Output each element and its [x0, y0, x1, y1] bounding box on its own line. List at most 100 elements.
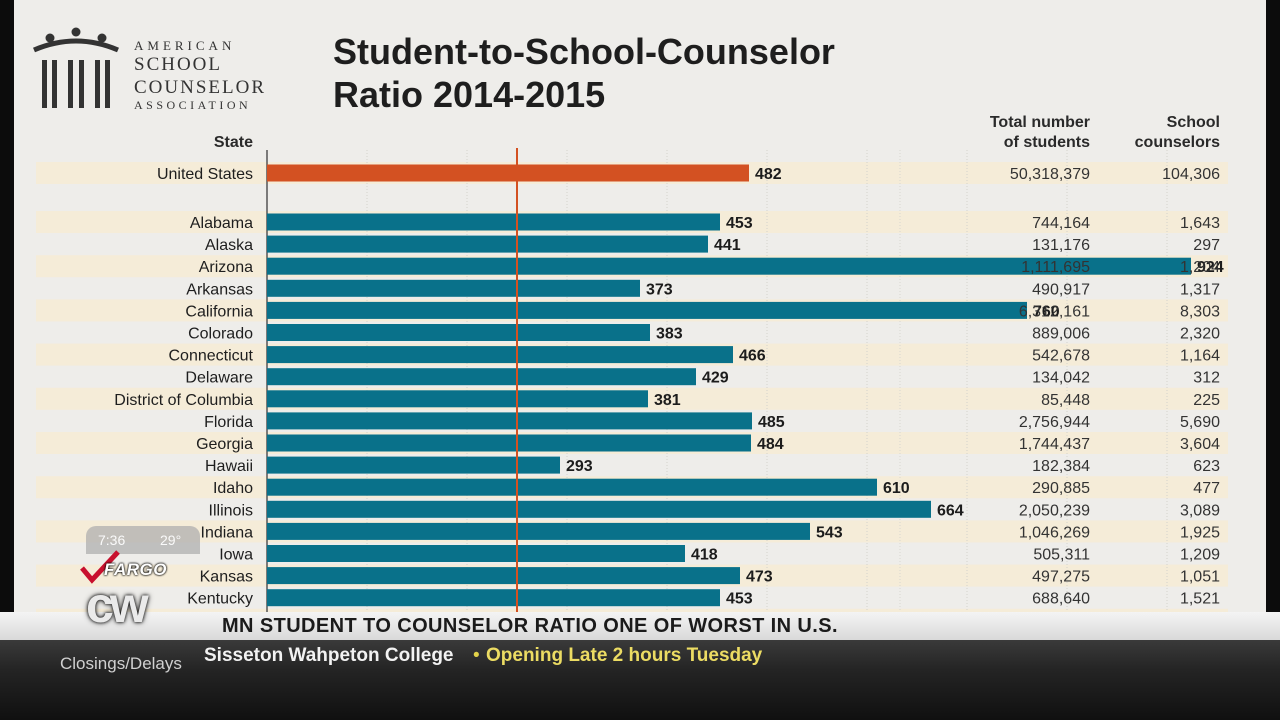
asca-figures-icon — [33, 27, 119, 108]
state-label: Kentucky — [187, 591, 253, 608]
students-header-line-1: Total number — [989, 114, 1090, 131]
bar-indiana — [267, 522, 810, 540]
value-label: 453 — [726, 215, 753, 232]
counselors-cell: 312 — [1193, 370, 1220, 387]
state-label: Delaware — [185, 370, 253, 387]
students-cell: 1,046,269 — [1019, 524, 1090, 541]
bar-colorado — [267, 324, 650, 341]
counselors-cell: 8,303 — [1180, 303, 1220, 320]
ticker-message: Opening Late 2 hours Tuesday — [486, 645, 763, 666]
station-bug: 7:36 29° FARGO cw — [80, 526, 204, 636]
students-column-header: Total number of students — [940, 113, 1090, 153]
students-cell: 131,176 — [1032, 237, 1090, 254]
bar-idaho — [267, 478, 877, 496]
news-headline-bar — [0, 612, 1280, 640]
value-label: 610 — [883, 480, 910, 497]
bar-california — [267, 301, 1027, 319]
value-label: 441 — [714, 237, 741, 254]
counselors-cell: 2,320 — [1180, 326, 1220, 343]
state-label: Connecticut — [169, 348, 254, 365]
state-label: United States — [157, 166, 253, 183]
bar-kentucky — [267, 589, 720, 607]
state-label: Iowa — [219, 547, 253, 564]
value-label: 466 — [739, 348, 766, 365]
counselors-cell: 1,051 — [1180, 569, 1220, 586]
value-label: 373 — [646, 281, 673, 298]
counselors-cell: 1,521 — [1180, 591, 1220, 608]
counselors-cell: 1,164 — [1180, 348, 1220, 365]
bar-arkansas — [267, 279, 640, 297]
students-cell: 50,318,379 — [1010, 166, 1090, 183]
counselors-cell: 1,209 — [1180, 547, 1220, 564]
counselors-cell: 5,690 — [1180, 414, 1220, 431]
value-label: 760 — [1033, 303, 1060, 320]
value-label: 418 — [691, 547, 718, 564]
bar-arizona — [267, 257, 1191, 275]
students-cell: 542,678 — [1032, 348, 1090, 365]
clock-time: 7:36 — [98, 532, 126, 548]
students-cell: 889,006 — [1032, 326, 1090, 343]
temperature: 29° — [160, 532, 182, 548]
value-label: 381 — [654, 392, 681, 409]
network-logo: cw — [86, 577, 149, 633]
students-cell: 290,885 — [1032, 480, 1090, 497]
infographic: AMERICAN SCHOOL COUNSELOR ASSOCIATION St… — [0, 0, 1280, 640]
frame-left-border — [0, 0, 14, 640]
counselors-header-line-1: School — [1166, 114, 1220, 131]
students-cell: 1,111,695 — [1021, 259, 1090, 276]
state-label: Indiana — [201, 524, 254, 541]
value-label: 664 — [937, 502, 964, 519]
bar-united-states — [267, 164, 749, 182]
counselors-cell: 1,204 — [1180, 259, 1220, 276]
frame-right-border — [1266, 0, 1280, 640]
logo-line-counselor: COUNSELOR — [134, 77, 267, 98]
chart-title-line-1: Student-to-School-Counselor — [333, 31, 835, 72]
state-label: Florida — [204, 414, 253, 431]
value-label: 485 — [758, 414, 785, 431]
counselors-cell: 3,604 — [1180, 436, 1220, 453]
logo-line-american: AMERICAN — [134, 38, 236, 53]
state-label: District of Columbia — [114, 392, 253, 409]
ratio-bar-chart: 482 United States 50,318,379 104,306 453 Alab… — [36, 148, 1268, 640]
students-cell: 490,917 — [1032, 281, 1090, 298]
bar-georgia — [267, 434, 751, 452]
value-label: 453 — [726, 591, 753, 608]
bar-illinois — [267, 500, 931, 518]
counselors-cell: 3,089 — [1180, 502, 1220, 519]
state-label: Illinois — [209, 502, 253, 519]
students-cell: 497,275 — [1032, 569, 1090, 586]
bar-hawaii — [267, 456, 560, 474]
clock-panel — [86, 526, 200, 554]
bar-district-of-columbia — [267, 390, 648, 408]
bar-alabama — [267, 213, 720, 231]
counselors-cell: 1,317 — [1180, 281, 1220, 298]
students-cell: 688,640 — [1032, 591, 1090, 608]
chart-title-line-2: Ratio 2014-2015 — [333, 74, 606, 115]
chart-title: Student-to-School-Counselor Ratio 2014-2… — [333, 30, 973, 116]
counselors-cell: 1,643 — [1180, 215, 1220, 232]
counselors-cell: 297 — [1193, 237, 1220, 254]
ticker-separator: • — [473, 645, 480, 666]
students-cell: 1,744,437 — [1019, 436, 1090, 453]
students-cell: 6,312,161 — [1019, 303, 1090, 320]
students-cell: 182,384 — [1032, 458, 1090, 475]
counselors-cell: 104,306 — [1162, 166, 1220, 183]
counselors-header-line-2: counselors — [1134, 134, 1220, 151]
counselors-cell: 623 — [1193, 458, 1220, 475]
state-label: California — [185, 303, 253, 320]
counselors-cell: 225 — [1193, 392, 1220, 409]
state-label: Idaho — [213, 480, 253, 497]
value-label: 383 — [656, 326, 683, 343]
state-label: Arkansas — [186, 281, 253, 298]
state-label: Alabama — [190, 215, 253, 232]
counselors-cell: 477 — [1193, 480, 1220, 497]
logo-line-association: ASSOCIATION — [134, 98, 252, 112]
counselors-cell: 1,925 — [1180, 524, 1220, 541]
state-label: Georgia — [196, 436, 253, 453]
value-label: 293 — [566, 458, 593, 475]
bar-connecticut — [267, 346, 733, 364]
ticker-source: Sisseton Wahpeton College — [204, 645, 454, 666]
counselors-column-header: School counselors — [1100, 113, 1220, 153]
checkmark-icon — [80, 550, 120, 584]
state-column-header: State — [213, 134, 253, 151]
